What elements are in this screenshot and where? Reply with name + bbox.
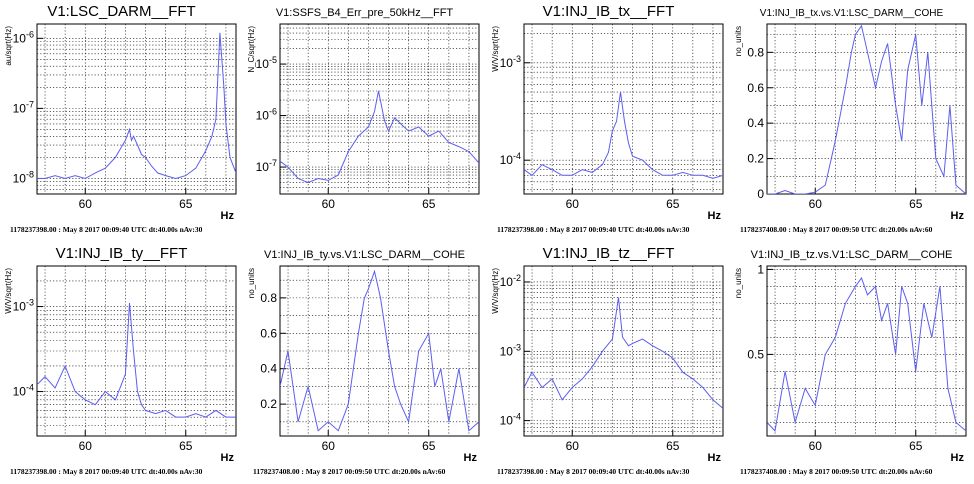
x-tick-label: 65 xyxy=(666,439,680,453)
y-tick-label: 10-4 xyxy=(500,412,521,428)
y-axis-label: no_units xyxy=(247,268,256,298)
y-tick-label: 0.8 xyxy=(260,291,277,305)
y-tick-label: 10-3 xyxy=(500,342,521,358)
x-axis-label: Hz xyxy=(221,210,235,222)
y-tick-label: 0.4 xyxy=(260,362,277,376)
y-tick-label: 10-2 xyxy=(500,273,521,289)
y-tick-label: 10-4 xyxy=(500,151,521,167)
y-axis-label: au/sqrt(Hz) xyxy=(4,26,13,66)
x-tick-label: 60 xyxy=(322,197,336,211)
y-tick-label: 1 xyxy=(757,262,764,276)
x-axis-label: Hz xyxy=(951,210,965,222)
chart-title: V1:INJ_IB_tz__FFT xyxy=(543,245,675,262)
chart-footer: 1178237408.00 : May 8 2017 00:09:50 UTC … xyxy=(253,467,446,476)
x-tick-label: 60 xyxy=(79,197,93,211)
x-tick-label: 65 xyxy=(422,197,436,211)
x-tick-label: 65 xyxy=(422,439,436,453)
y-tick-label: 10-3 xyxy=(13,298,34,314)
x-tick-label: 60 xyxy=(809,439,823,453)
y-tick-label: 0.6 xyxy=(747,81,764,95)
x-tick-label: 60 xyxy=(322,439,336,453)
series-line-0 xyxy=(524,92,723,179)
x-tick-label: 65 xyxy=(666,197,680,211)
series-line-0 xyxy=(37,32,236,180)
chart-title: V1:INJ_IB_tx.vs.V1:LSC_DARM__COHE xyxy=(760,8,944,19)
series-line-0 xyxy=(280,269,479,432)
plot-frame xyxy=(766,265,967,437)
plot-frame xyxy=(523,23,724,195)
series-line-0 xyxy=(524,297,723,409)
x-tick-label: 60 xyxy=(809,197,823,211)
chart-svg-3: V1:INJ_IB_tx.vs.V1:LSC_DARM__COHE 60 65 0 0.… xyxy=(734,8,967,234)
chart-svg-4: V1:INJ_IB_ty__FFT 60 65 10-4 10-3W/V/sqrt(Hz… xyxy=(4,245,237,476)
chart-panel-0: V1:LSC_DARM__FFT 60 65 10-8 10-7 10-6 au/sqrt(… xyxy=(0,0,243,242)
y-tick-label: 10-8 xyxy=(13,169,34,185)
series-line-0 xyxy=(767,24,966,194)
chart-footer: 1178237408.00 : May 8 2017 00:09:50 UTC … xyxy=(740,225,933,234)
chart-title: V1:LSC_DARM__FFT xyxy=(47,3,195,20)
x-axis-label: Hz xyxy=(708,210,722,222)
y-tick-label: 0.2 xyxy=(747,152,764,166)
y-axis-label: N_C/sqrt(Hz) xyxy=(247,26,256,73)
y-tick-label: 10-3 xyxy=(500,54,521,70)
chart-title: V1:SSFS_B4_Err_pre_50kHz__FFT xyxy=(276,7,454,19)
chart-footer: 1178237398.00 : May 8 2017 00:09:40 UTC … xyxy=(497,225,690,234)
x-axis-label: Hz xyxy=(708,452,722,464)
y-tick-label: 10-7 xyxy=(13,99,34,115)
x-tick-label: 60 xyxy=(566,439,580,453)
chart-title: V1:INJ_IB_tx__FFT xyxy=(543,3,675,20)
x-tick-label: 65 xyxy=(179,439,193,453)
y-tick-label: 10-7 xyxy=(256,158,277,174)
y-tick-label: 0.4 xyxy=(747,116,764,130)
chart-svg-1: V1:SSFS_B4_Err_pre_50kHz__FFT 60 65 10-7 10-… xyxy=(247,7,480,211)
chart-svg-5: V1:INJ_IB_ty.vs.V1:LSC_DARM__COHE 60 65 0.2… xyxy=(247,249,480,476)
x-tick-label: 65 xyxy=(909,197,923,211)
y-axis-label: no_units xyxy=(734,268,743,298)
chart-panel-1: V1:SSFS_B4_Err_pre_50kHz__FFT 60 65 10-7 10-… xyxy=(243,0,486,242)
x-tick-label: 65 xyxy=(179,197,193,211)
plot-frame xyxy=(36,23,237,195)
y-tick-label: 10-6 xyxy=(256,107,277,123)
y-tick-label: 10-4 xyxy=(13,383,34,399)
y-tick-label: 10-5 xyxy=(256,55,277,71)
chart-svg-0: V1:LSC_DARM__FFT 60 65 10-8 10-7 10-6au/sqrt(… xyxy=(4,3,237,234)
x-tick-label: 60 xyxy=(79,439,93,453)
chart-svg-6: V1:INJ_IB_tz__FFT 60 65 10-4 10-3 10-2W/V/sqr… xyxy=(491,245,724,476)
y-tick-label: 0.8 xyxy=(747,45,764,59)
series-line-0 xyxy=(767,276,966,432)
x-axis-label: Hz xyxy=(221,452,235,464)
y-tick-label: 0.6 xyxy=(260,326,277,340)
plot-frame xyxy=(279,23,480,195)
y-axis-label: W/V/sqrt(Hz) xyxy=(491,268,500,314)
x-axis-label: Hz xyxy=(464,452,478,464)
y-axis-label: W/V/sqrt(Hz) xyxy=(4,268,13,314)
x-axis-label: Hz xyxy=(951,452,965,464)
y-axis-label: W/V/sqrt(Hz) xyxy=(491,26,500,72)
chart-panel-5: V1:INJ_IB_ty.vs.V1:LSC_DARM__COHE 60 65 0.2… xyxy=(243,242,486,484)
series-line-0 xyxy=(37,302,236,418)
chart-svg-7: V1:INJ_IB_tz.vs.V1:LSC_DARM__COHE 60 65 0.5… xyxy=(734,249,967,476)
chart-footer: 1178237398.00 : May 8 2017 00:09:40 UTC … xyxy=(10,467,203,476)
chart-title: V1:INJ_IB_tz.vs.V1:LSC_DARM__COHE xyxy=(751,249,953,261)
y-tick-label: 0.5 xyxy=(747,347,764,361)
chart-panel-3: V1:INJ_IB_tx.vs.V1:LSC_DARM__COHE 60 65 0 0.… xyxy=(730,0,973,242)
chart-footer: 1178237408.00 : May 8 2017 00:09:50 UTC … xyxy=(740,467,933,476)
x-tick-label: 60 xyxy=(566,197,580,211)
y-tick-label: 0.2 xyxy=(260,397,277,411)
chart-title: V1:INJ_IB_ty__FFT xyxy=(56,245,188,262)
y-tick-label: 10-6 xyxy=(13,29,34,45)
series-line-0 xyxy=(280,90,479,184)
x-tick-label: 65 xyxy=(909,439,923,453)
chart-svg-2: V1:INJ_IB_tx__FFT 60 65 10-4 10-3W/V/sqrt(Hz… xyxy=(491,3,724,234)
chart-footer: 1178237398.00 : May 8 2017 00:09:40 UTC … xyxy=(10,225,203,234)
chart-title: V1:INJ_IB_ty.vs.V1:LSC_DARM__COHE xyxy=(264,249,465,261)
chart-panel-7: V1:INJ_IB_tz.vs.V1:LSC_DARM__COHE 60 65 0.5… xyxy=(730,242,973,484)
chart-footer: 1178237398.00 : May 8 2017 00:09:40 UTC … xyxy=(497,467,690,476)
chart-panel-2: V1:INJ_IB_tx__FFT 60 65 10-4 10-3 W/V/sqrt(Hz… xyxy=(487,0,730,242)
chart-panel-4: V1:INJ_IB_ty__FFT 60 65 10-4 10-3 W/V/sqrt(Hz… xyxy=(0,242,243,484)
y-tick-label: 0 xyxy=(757,187,764,201)
y-axis-label: no_units xyxy=(734,26,743,56)
chart-panel-6: V1:INJ_IB_tz__FFT 60 65 10-4 10-3 10-2 W/V/sqr… xyxy=(487,242,730,484)
